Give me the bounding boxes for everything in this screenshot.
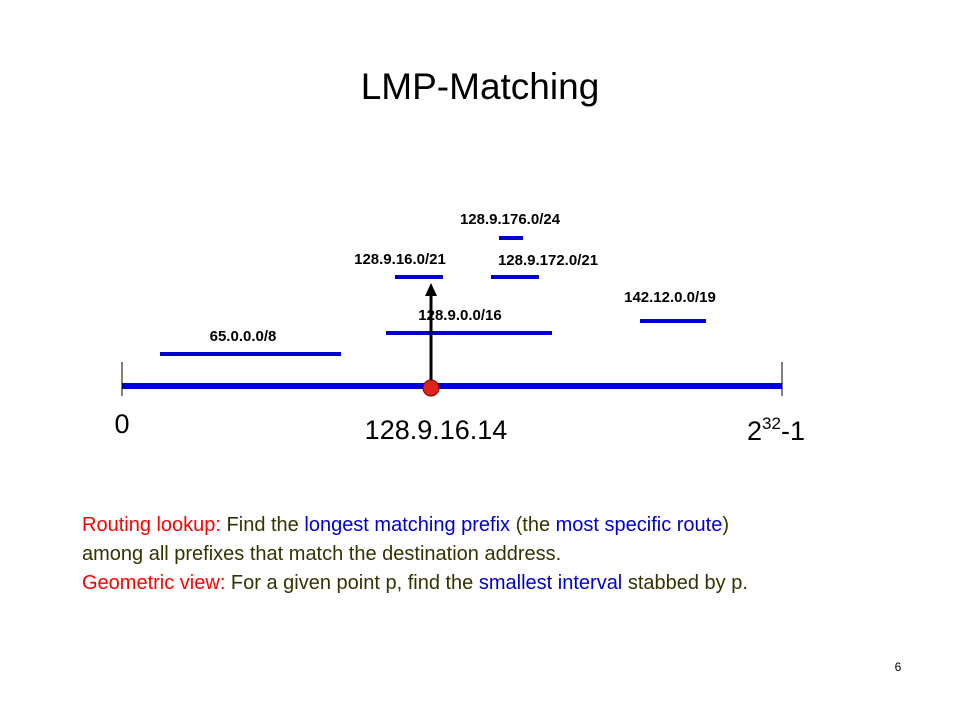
prefix-label: 128.9.0.0/16 [418, 307, 501, 324]
caption-routing-lookup: Routing lookup: [82, 514, 221, 536]
caption-line-3: Geometric view: For a given point p, fin… [82, 569, 902, 598]
caption-text: stabbed by p. [622, 572, 748, 594]
caption-text: Find the [220, 514, 305, 536]
prefix-intervals: 65.0.0.0/8 128.9.0.0/16 128.9.16.0/21 128.9… [160, 211, 716, 356]
slide-title: LMP-Matching [360, 66, 600, 107]
query-point [422, 379, 440, 397]
caption-text: (the [510, 514, 556, 536]
caption-line-1: Routing lookup: Find the longest matchin… [82, 511, 902, 540]
caption-most-specific-route: most specific route [555, 514, 723, 536]
query-point-group: 128.9.16.14 [365, 283, 508, 445]
prefix-label: 142.12.0.0/19 [624, 289, 716, 306]
prefix-label: 128.9.172.0/21 [498, 252, 598, 269]
caption-geometric-view: Geometric view: [82, 572, 226, 594]
prefix-label: 128.9.176.0/24 [460, 211, 561, 228]
caption-text: For a given point p, find the [225, 572, 479, 594]
caption-line-2: among all prefixes that match the destin… [82, 543, 562, 565]
query-address-label: 128.9.16.14 [365, 415, 508, 445]
prefix-label: 65.0.0.0/8 [210, 328, 277, 345]
caption-text: ) [722, 514, 730, 536]
axis-end-label: 232-1 [747, 414, 805, 446]
axis-end-base: 2 [747, 416, 762, 446]
address-axis: 0 232-1 [114, 362, 805, 446]
caption-longest-matching-prefix: longest matching prefix [304, 514, 511, 536]
axis-start-label: 0 [114, 409, 129, 439]
prefix-label: 128.9.16.0/21 [354, 251, 446, 268]
slide-number: 6 [894, 660, 902, 674]
axis-end-exponent: 32 [762, 414, 781, 433]
caption: Routing lookup: Find the longest matchin… [82, 511, 902, 598]
stab-arrowhead [425, 283, 437, 296]
axis-end-suffix: -1 [781, 416, 805, 446]
caption-smallest-interval: smallest interval [478, 572, 623, 594]
